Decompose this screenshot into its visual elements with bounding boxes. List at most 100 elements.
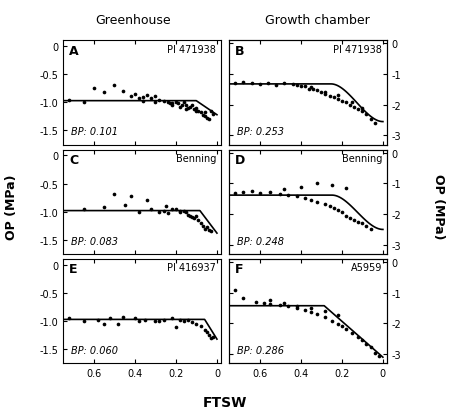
Point (174, 101, 181, 107)
Point (111, 191, 118, 197)
Text: BP: 0.286: BP: 0.286 (237, 345, 284, 355)
Point (266, 189, 274, 196)
Point (293, 82, 300, 89)
Point (176, 208, 184, 214)
Point (240, 295, 247, 302)
Point (248, 81, 255, 88)
Point (184, 105, 192, 112)
Point (231, 80, 239, 87)
Point (164, 210, 171, 217)
Point (148, 206, 155, 213)
Point (318, 89, 325, 96)
Point (189, 102, 196, 109)
Text: PI 471938: PI 471938 (333, 45, 382, 55)
Point (334, 207, 342, 214)
Point (330, 95, 337, 101)
Point (281, 186, 288, 193)
Point (371, 121, 378, 127)
Point (131, 91, 139, 98)
Point (135, 95, 143, 102)
Text: A: A (69, 45, 79, 57)
Point (348, 330, 356, 337)
Text: FTSW: FTSW (203, 395, 247, 409)
Point (348, 99, 356, 106)
Point (355, 334, 362, 341)
Point (94, 317, 102, 323)
Point (168, 315, 176, 322)
Point (180, 208, 188, 214)
Point (166, 101, 173, 107)
Point (193, 105, 200, 112)
Point (328, 182, 335, 189)
Point (266, 297, 274, 303)
Point (144, 93, 151, 99)
Point (201, 326, 208, 333)
Point (176, 209, 184, 216)
Point (160, 317, 167, 323)
Point (135, 318, 143, 325)
Point (90, 86, 97, 93)
Point (285, 303, 292, 309)
Text: OP (MPa): OP (MPa) (5, 174, 18, 239)
Point (322, 92, 329, 98)
Text: Benning: Benning (176, 154, 216, 164)
Point (201, 226, 208, 233)
Point (359, 221, 366, 227)
Point (231, 190, 239, 197)
Point (355, 107, 362, 114)
Point (252, 299, 259, 306)
Point (115, 321, 122, 328)
Text: D: D (235, 154, 246, 166)
Point (355, 219, 362, 225)
Point (107, 315, 114, 322)
Point (334, 321, 342, 328)
Point (172, 100, 180, 107)
Text: BP: 0.060: BP: 0.060 (71, 345, 118, 355)
Point (322, 314, 329, 321)
Point (363, 223, 370, 230)
Point (179, 102, 186, 109)
Point (193, 108, 200, 115)
Text: E: E (69, 263, 78, 275)
Point (297, 184, 304, 190)
Point (148, 95, 155, 102)
Point (281, 81, 288, 88)
Point (326, 93, 333, 100)
Point (156, 97, 163, 104)
Point (152, 100, 159, 107)
Point (183, 102, 190, 109)
Point (307, 84, 315, 91)
Point (195, 217, 202, 224)
Point (256, 190, 263, 197)
Point (273, 82, 280, 89)
Point (160, 99, 167, 105)
Text: BP: 0.101: BP: 0.101 (71, 127, 118, 137)
Point (346, 215, 354, 221)
Point (293, 303, 300, 309)
Point (359, 105, 366, 112)
Point (203, 329, 210, 336)
Point (162, 203, 169, 210)
Point (297, 84, 304, 90)
Point (334, 96, 342, 103)
Point (189, 319, 196, 326)
Point (80, 206, 87, 213)
Point (197, 220, 204, 227)
Point (156, 209, 163, 216)
Point (351, 104, 358, 111)
Point (100, 90, 108, 96)
Point (367, 344, 374, 351)
Text: F: F (235, 263, 244, 275)
Point (248, 188, 255, 195)
Point (176, 317, 184, 323)
Point (346, 102, 354, 109)
Point (256, 81, 263, 88)
Point (127, 193, 135, 200)
Point (183, 107, 190, 113)
Point (293, 193, 300, 199)
Point (135, 209, 143, 216)
Point (207, 108, 214, 115)
Point (193, 321, 200, 328)
Point (307, 309, 315, 316)
Point (199, 112, 206, 119)
